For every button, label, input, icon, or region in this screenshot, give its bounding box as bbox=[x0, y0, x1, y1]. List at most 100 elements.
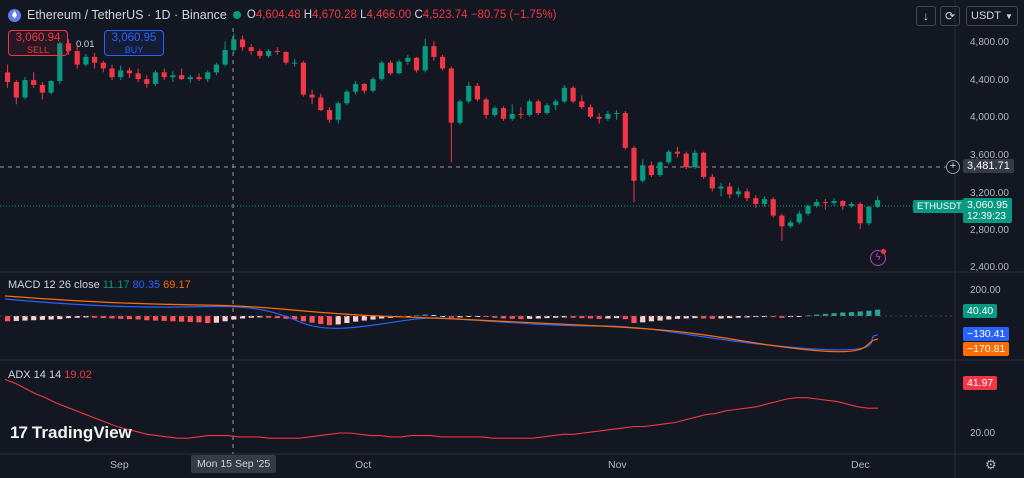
candle-body[interactable] bbox=[396, 61, 402, 74]
candle-body[interactable] bbox=[761, 199, 768, 204]
candle-body[interactable] bbox=[709, 176, 715, 189]
refresh-icon[interactable]: ⟳ bbox=[940, 6, 960, 26]
candle-body[interactable] bbox=[65, 43, 72, 52]
candle-body[interactable] bbox=[266, 51, 272, 56]
candle-body[interactable] bbox=[840, 201, 846, 206]
candle-body[interactable] bbox=[13, 82, 19, 98]
buy-button[interactable]: 3,060.95 BUY bbox=[104, 30, 164, 56]
candle-body[interactable] bbox=[387, 62, 393, 74]
candle-body[interactable] bbox=[144, 79, 150, 84]
candle-body[interactable] bbox=[831, 201, 837, 204]
candle-body[interactable] bbox=[100, 62, 106, 69]
candle-body[interactable] bbox=[640, 165, 646, 181]
candle-body[interactable] bbox=[39, 84, 45, 93]
candle-body[interactable] bbox=[379, 62, 385, 80]
candle-body[interactable] bbox=[692, 152, 698, 168]
candle-body[interactable] bbox=[648, 165, 654, 175]
candle-body[interactable] bbox=[300, 62, 306, 95]
candle-body[interactable] bbox=[170, 75, 176, 78]
candle-body[interactable] bbox=[48, 81, 54, 93]
symbol-title[interactable]: Ethereum / TetherUS · 1D · Binance bbox=[27, 8, 227, 22]
candle-body[interactable] bbox=[274, 51, 280, 53]
candle-body[interactable] bbox=[822, 202, 828, 204]
candle-body[interactable] bbox=[22, 80, 28, 98]
candle-body[interactable] bbox=[5, 72, 11, 83]
candle-body[interactable] bbox=[213, 64, 219, 73]
candle-body[interactable] bbox=[370, 79, 376, 91]
candle-body[interactable] bbox=[701, 152, 707, 177]
candle-body[interactable] bbox=[31, 80, 37, 85]
candle-body[interactable] bbox=[848, 203, 855, 206]
candle-body[interactable] bbox=[57, 43, 63, 82]
candle-body[interactable] bbox=[875, 200, 881, 207]
candle-body[interactable] bbox=[422, 46, 428, 71]
candle-body[interactable] bbox=[457, 101, 463, 123]
candle-body[interactable] bbox=[814, 202, 820, 206]
candle-body[interactable] bbox=[718, 186, 724, 189]
candle-body[interactable] bbox=[205, 72, 211, 80]
candle-body[interactable] bbox=[579, 101, 585, 108]
candle-body[interactable] bbox=[318, 97, 324, 111]
candle-body[interactable] bbox=[674, 151, 681, 154]
candle-body[interactable] bbox=[361, 83, 367, 91]
candle-body[interactable] bbox=[179, 75, 185, 80]
candle-body[interactable] bbox=[161, 72, 167, 78]
candle-body[interactable] bbox=[596, 116, 602, 119]
candle-body[interactable] bbox=[335, 103, 341, 120]
candle-body[interactable] bbox=[231, 39, 237, 51]
candle-body[interactable] bbox=[614, 112, 620, 114]
candle-body[interactable] bbox=[483, 99, 489, 115]
candle-body[interactable] bbox=[866, 206, 872, 224]
candle-body[interactable] bbox=[492, 108, 498, 115]
candle-body[interactable] bbox=[657, 162, 663, 175]
candle-body[interactable] bbox=[535, 101, 541, 113]
sell-button[interactable]: 3,060.94 SELL bbox=[8, 30, 68, 56]
candle-body[interactable] bbox=[553, 101, 559, 106]
candle-body[interactable] bbox=[222, 50, 228, 65]
candle-body[interactable] bbox=[622, 112, 628, 148]
candle-body[interactable] bbox=[788, 222, 794, 227]
candle-body[interactable] bbox=[239, 39, 246, 48]
candle-body[interactable] bbox=[605, 113, 611, 119]
candle-body[interactable] bbox=[570, 87, 576, 102]
candle-body[interactable] bbox=[152, 72, 159, 84]
settings-gear-icon[interactable]: ⚙ bbox=[985, 457, 997, 472]
candle-body[interactable] bbox=[326, 110, 333, 120]
candle-body[interactable] bbox=[126, 70, 132, 74]
candle-body[interactable] bbox=[500, 108, 507, 119]
candle-body[interactable] bbox=[735, 191, 741, 195]
candle-body[interactable] bbox=[257, 51, 263, 56]
candle-body[interactable] bbox=[474, 85, 480, 100]
candle-body[interactable] bbox=[413, 57, 420, 71]
candle-body[interactable] bbox=[727, 186, 733, 195]
candle-body[interactable] bbox=[92, 56, 98, 63]
candle-body[interactable] bbox=[779, 215, 785, 227]
candle-body[interactable] bbox=[83, 56, 89, 65]
candle-body[interactable] bbox=[344, 91, 350, 104]
candle-body[interactable] bbox=[544, 105, 550, 113]
candle-body[interactable] bbox=[527, 101, 533, 115]
candle-body[interactable] bbox=[431, 46, 437, 57]
candle-body[interactable] bbox=[109, 68, 115, 78]
candle-body[interactable] bbox=[74, 51, 80, 65]
candle-body[interactable] bbox=[509, 113, 515, 119]
candle-body[interactable] bbox=[353, 83, 359, 92]
candle-body[interactable] bbox=[248, 47, 254, 52]
candle-body[interactable] bbox=[187, 77, 193, 80]
candle-body[interactable] bbox=[683, 153, 689, 168]
candle-body[interactable] bbox=[796, 213, 802, 223]
candle-body[interactable] bbox=[744, 191, 750, 199]
candle-body[interactable] bbox=[770, 199, 776, 216]
candle-body[interactable] bbox=[135, 73, 141, 80]
candle-body[interactable] bbox=[631, 147, 637, 181]
candle-body[interactable] bbox=[805, 205, 811, 214]
lightning-icon[interactable]: ϟ bbox=[870, 250, 886, 266]
currency-selector[interactable]: USDT ▼ bbox=[966, 6, 1018, 26]
add-alert-plus-icon[interactable]: + bbox=[946, 160, 960, 174]
download-arrow-icon[interactable]: ↓ bbox=[916, 6, 936, 26]
candle-body[interactable] bbox=[857, 203, 863, 224]
candle-body[interactable] bbox=[405, 57, 411, 62]
candle-body[interactable] bbox=[440, 56, 446, 69]
